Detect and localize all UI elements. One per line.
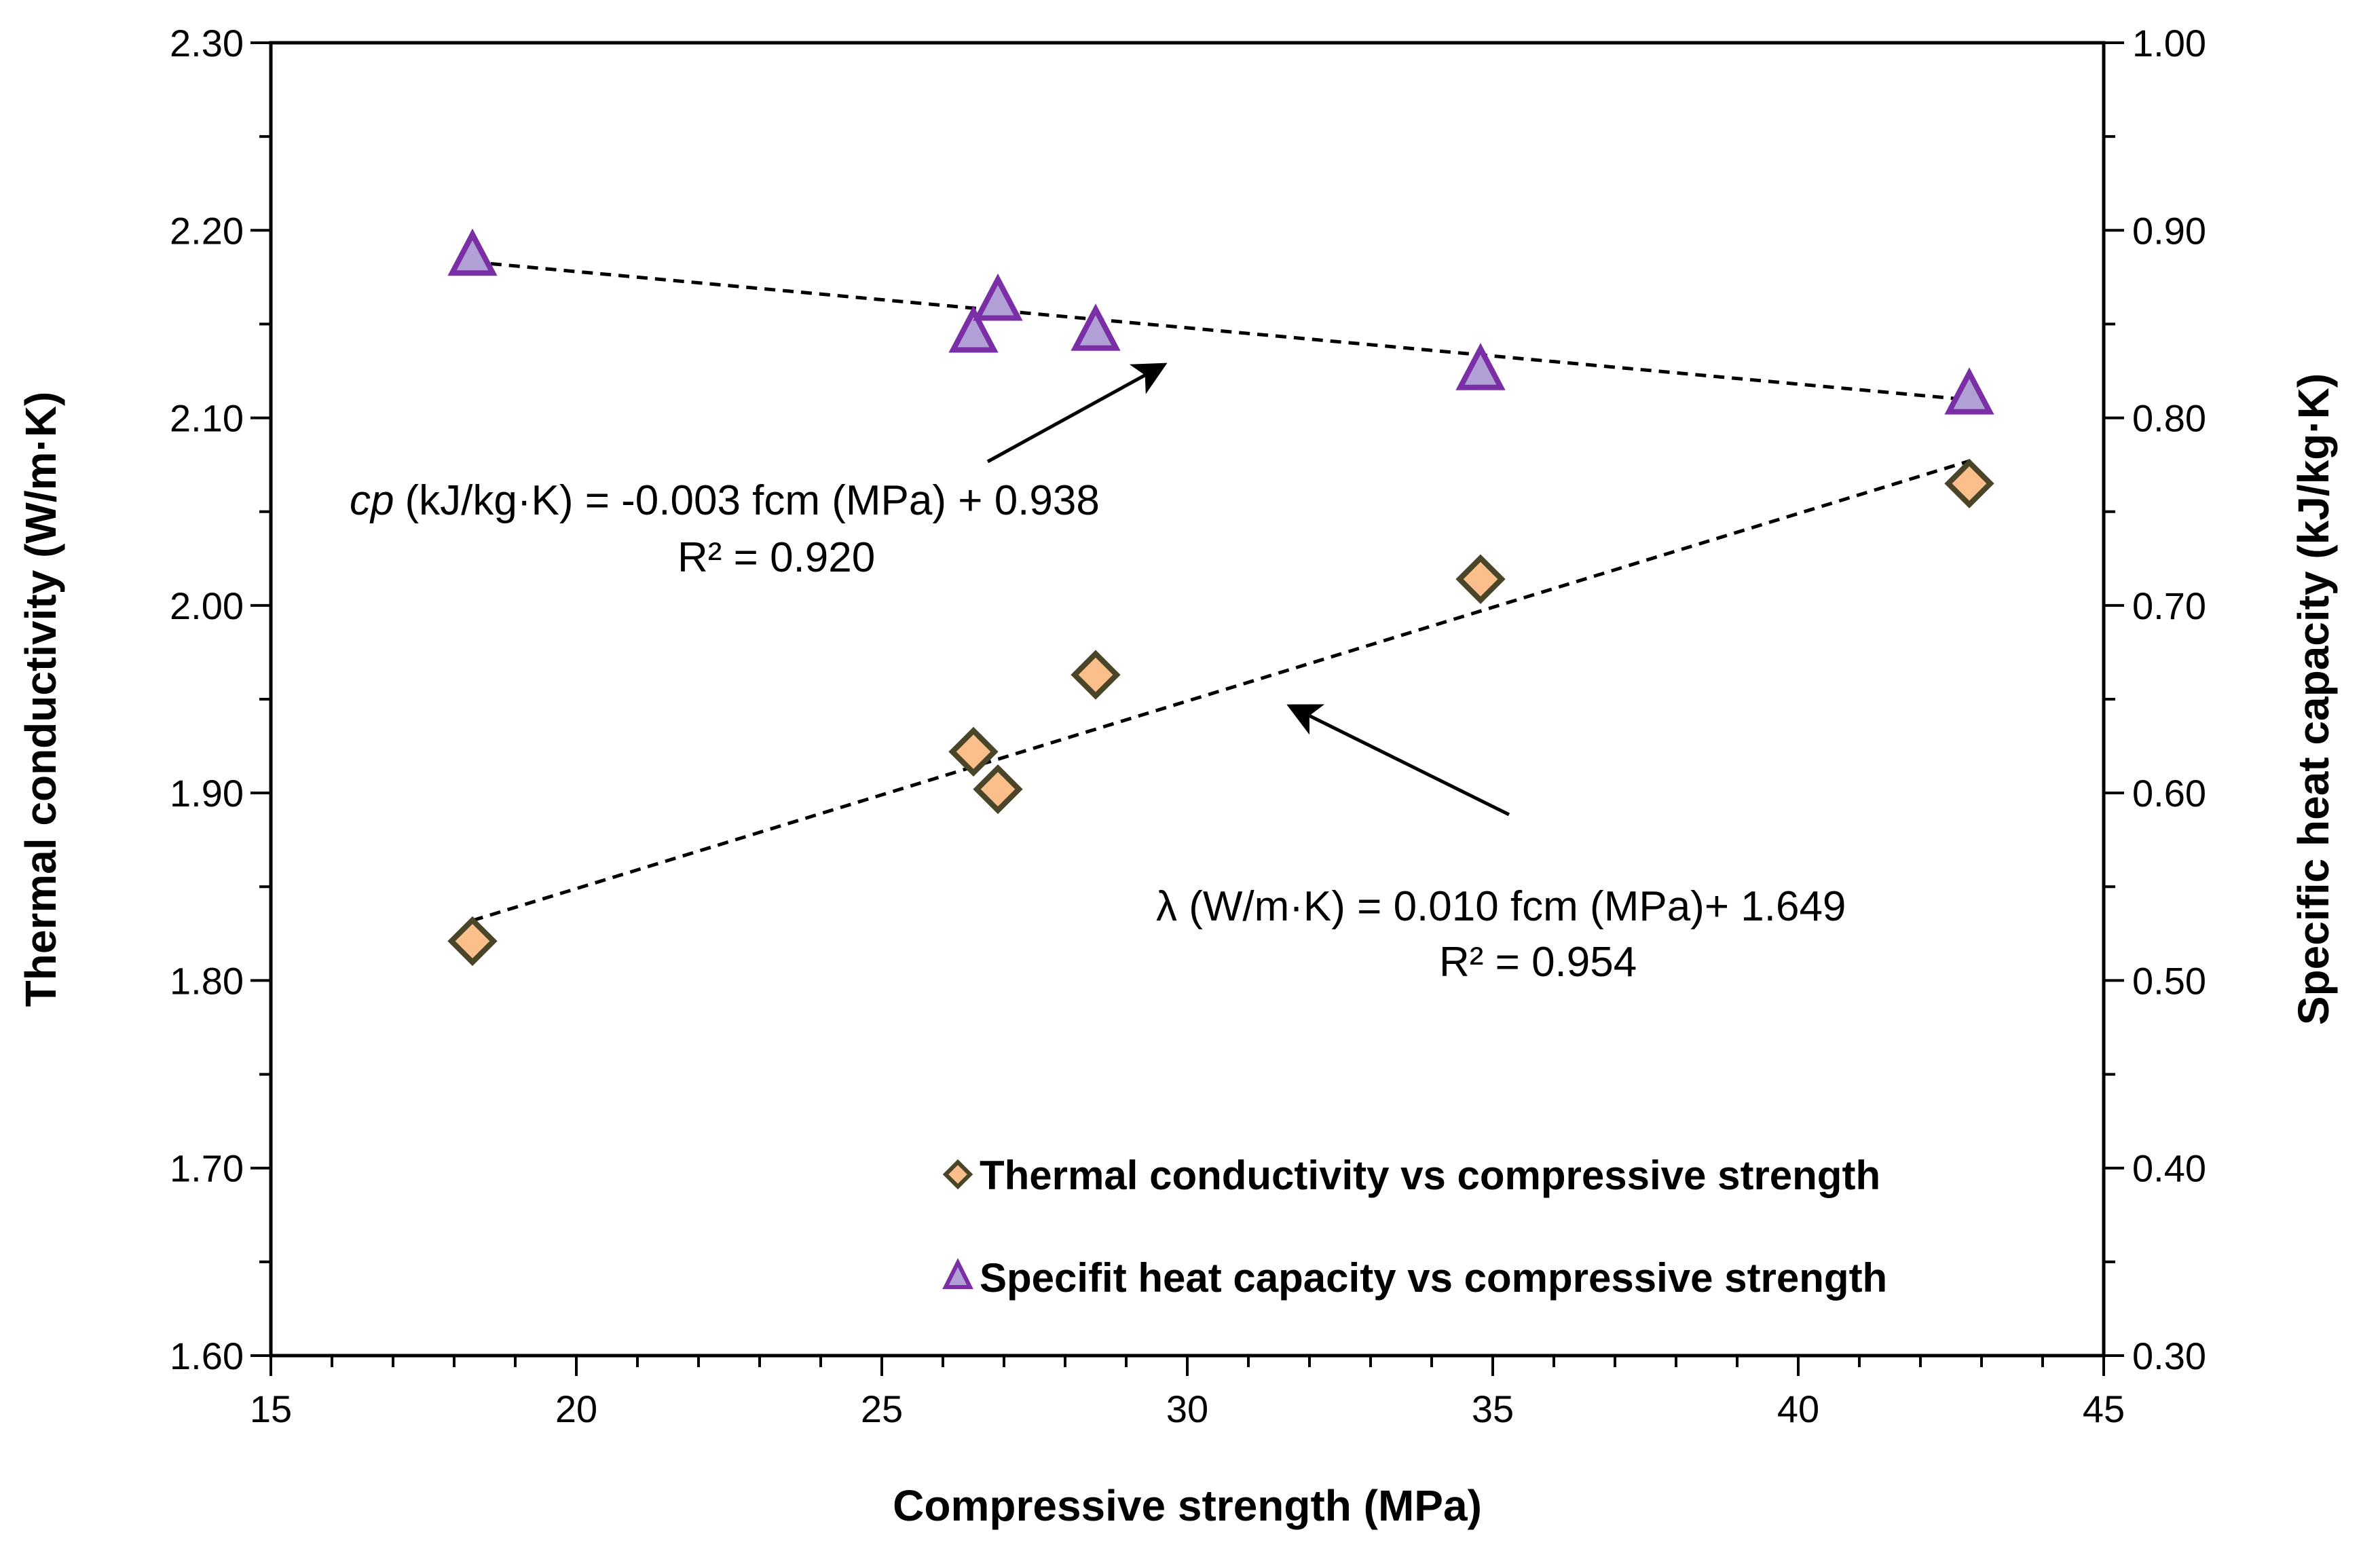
y-left-tick-label: 1.90 — [170, 772, 244, 815]
x-axis-ticks: 15 20 25 30 35 40 45 — [250, 1356, 2125, 1430]
y-left-tick-label: 1.60 — [170, 1335, 244, 1377]
y-right-tick-label: 0.70 — [2132, 584, 2206, 627]
thermal-conductivity-trendline — [472, 459, 1970, 923]
data-points — [447, 228, 1994, 967]
y-left-axis-ticks: 1.60 1.70 1.80 1.90 2.00 2.10 2.20 2.30 — [170, 22, 271, 1377]
legend: Thermal conductivity vs compressive stre… — [942, 1153, 1887, 1301]
legend-diamond-marker — [942, 1159, 973, 1190]
thermal-conductivity-point — [1071, 650, 1121, 700]
specific-heat-point — [948, 305, 999, 353]
x-axis-title: Compressive strength (MPa) — [893, 1481, 1482, 1530]
y-left-tick-label: 2.10 — [170, 397, 244, 440]
thermal-conductivity-point — [447, 916, 498, 967]
y-right-tick-label: 0.60 — [2132, 772, 2206, 815]
thermal-conductivity-point — [973, 764, 1023, 815]
thermal-conductivity-point — [1455, 554, 1506, 604]
specific-heat-point — [447, 228, 498, 276]
x-tick-label: 45 — [2083, 1388, 2125, 1430]
y-right-tick-label: 0.80 — [2132, 397, 2206, 440]
x-tick-label: 35 — [1472, 1388, 1514, 1430]
cp-equation-text: (kJ/kg·K) = -0.003 fcm (MPa) + 0.938 — [405, 477, 1099, 524]
y-right-tick-label: 0.40 — [2132, 1147, 2206, 1190]
cp-annotation-arrow — [986, 362, 1168, 464]
specific-heat-point — [973, 273, 1023, 321]
cp-equation: cp (kJ/kg·K) = -0.003 fcm (MPa) + 0.938 — [350, 477, 1100, 524]
specific-heat-point — [1455, 343, 1506, 390]
y-left-axis-title: Thermal conductivity (W/m·K) — [16, 392, 65, 1007]
y-right-tick-label: 1.00 — [2132, 22, 2206, 64]
y-right-tick-label: 0.30 — [2132, 1335, 2206, 1377]
y-left-tick-label: 2.00 — [170, 584, 244, 627]
y-right-axis-ticks: 0.30 0.40 0.50 0.60 0.70 0.80 0.90 1.00 — [2104, 22, 2206, 1377]
trendlines — [472, 260, 1970, 923]
lambda-r2: R² = 0.954 — [1439, 939, 1637, 986]
y-left-tick-label: 1.80 — [170, 959, 244, 1002]
x-tick-label: 15 — [250, 1388, 292, 1430]
specific-heat-point — [1071, 303, 1121, 351]
legend-label-thermal-conductivity: Thermal conductivity vs compressive stre… — [980, 1153, 1880, 1198]
cp-r2: R² = 0.920 — [677, 534, 875, 581]
specific-heat-point — [1944, 367, 1994, 415]
y-right-axis-title: Specific heat capacity (kJ/kg·K) — [2289, 373, 2338, 1025]
x-tick-label: 20 — [555, 1388, 597, 1430]
x-tick-label: 30 — [1166, 1388, 1208, 1430]
thermal-conductivity-point — [1944, 458, 1994, 508]
x-tick-label: 25 — [861, 1388, 903, 1430]
lambda-equation: λ (W/m·K) = 0.010 fcm (MPa)+ 1.649 — [1156, 883, 1846, 930]
y-left-tick-label: 2.30 — [170, 22, 244, 64]
legend-label-specific-heat-capacity: Specifit heat capacity vs compressive st… — [980, 1255, 1887, 1301]
y-right-tick-label: 0.50 — [2132, 959, 2206, 1002]
specific-heat-trendline — [472, 260, 1970, 402]
legend-triangle-marker — [942, 1258, 973, 1289]
y-left-tick-label: 1.70 — [170, 1147, 244, 1190]
lambda-annotation-arrow — [1286, 704, 1510, 817]
x-tick-label: 40 — [1777, 1388, 1819, 1430]
y-right-tick-label: 0.90 — [2132, 209, 2206, 252]
thermal-conductivity-point — [948, 726, 999, 777]
y-left-tick-label: 2.20 — [170, 209, 244, 252]
cp-symbol: cp — [350, 477, 394, 524]
annotation-arrows — [986, 362, 1510, 817]
